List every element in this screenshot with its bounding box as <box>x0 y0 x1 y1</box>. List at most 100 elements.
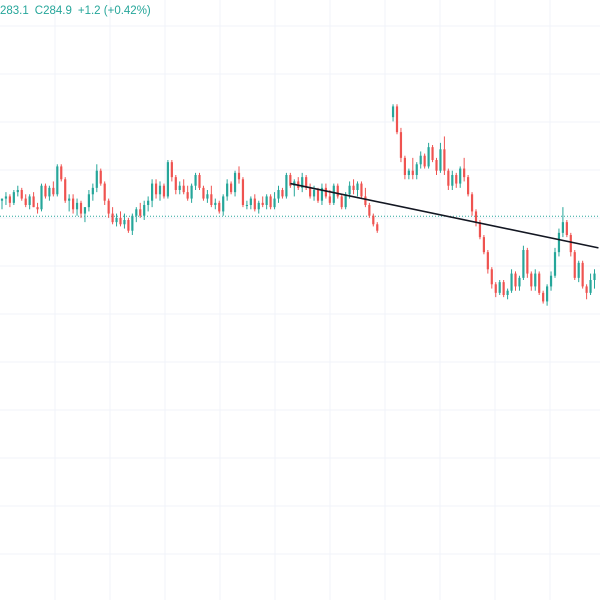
candle-body <box>143 205 146 216</box>
candle-body <box>431 147 434 160</box>
candle <box>459 166 462 188</box>
candle <box>589 273 592 295</box>
trendline[interactable] <box>290 182 599 249</box>
candle <box>391 104 395 122</box>
candle <box>194 172 197 190</box>
candle <box>158 181 162 201</box>
candle <box>83 207 87 223</box>
candle-body <box>245 205 248 206</box>
candle-body <box>549 275 553 287</box>
candle-body <box>569 235 572 253</box>
candle <box>297 177 300 190</box>
candle-body <box>546 286 549 302</box>
candle <box>166 160 169 199</box>
candle-body <box>178 185 181 190</box>
candle-body <box>249 198 252 205</box>
candle <box>214 198 217 210</box>
candle-body <box>158 185 162 195</box>
candle-body <box>305 177 308 188</box>
candle <box>79 200 83 218</box>
candle-body <box>534 273 537 287</box>
candle <box>12 190 15 205</box>
candle-body <box>24 198 27 205</box>
candle <box>573 250 576 280</box>
candle-body <box>526 250 529 274</box>
candle-body <box>79 202 83 214</box>
candle <box>91 183 94 201</box>
candle-body <box>202 187 205 199</box>
candle <box>498 280 501 295</box>
candles <box>0 104 596 306</box>
candle-body <box>52 187 55 195</box>
candle-body <box>36 207 39 210</box>
candle <box>581 260 584 289</box>
candle-body <box>538 273 541 293</box>
candle <box>593 269 596 289</box>
candle-body <box>439 149 442 171</box>
candle-body <box>20 190 23 199</box>
candle-body <box>107 200 110 214</box>
candle <box>364 187 367 208</box>
candle-body <box>301 177 304 188</box>
candle <box>143 200 146 220</box>
candle <box>443 136 446 175</box>
candle <box>226 179 229 201</box>
candle-body <box>12 192 15 203</box>
candle-body <box>530 273 533 287</box>
candle-body <box>494 284 497 293</box>
candle <box>447 168 450 190</box>
candle-body <box>72 198 75 210</box>
candle <box>40 183 43 212</box>
candle-body <box>427 147 430 167</box>
candle-body <box>273 198 276 208</box>
candle <box>131 213 134 235</box>
candle-body <box>364 196 367 205</box>
candle-body <box>151 183 154 201</box>
candle <box>340 194 343 210</box>
candle-body <box>162 185 166 197</box>
candle-body <box>230 183 233 193</box>
candle-body <box>581 262 584 287</box>
candle <box>451 170 454 190</box>
candle <box>502 280 505 298</box>
candle-body <box>147 200 150 205</box>
candle-body <box>368 205 371 216</box>
candle <box>467 175 470 197</box>
candle <box>111 207 114 225</box>
candle <box>218 200 221 214</box>
candle-body <box>182 185 185 193</box>
candle-body <box>218 202 221 212</box>
candle-body <box>585 286 588 293</box>
candle-body <box>557 232 561 253</box>
candle <box>186 185 189 201</box>
candle-body <box>226 183 229 197</box>
candle <box>506 288 509 300</box>
candle-body <box>486 252 489 270</box>
candle <box>332 183 335 205</box>
candle-body <box>403 157 406 175</box>
candle <box>245 200 248 210</box>
candle <box>538 271 541 295</box>
candle-body <box>348 185 351 195</box>
candle <box>123 213 126 229</box>
candle <box>249 196 252 210</box>
candle-body <box>127 220 130 231</box>
candle-body <box>4 196 8 199</box>
candle-body <box>419 155 422 165</box>
candle-body <box>332 185 335 203</box>
candle <box>463 157 466 182</box>
candle <box>206 190 209 203</box>
candle <box>273 192 276 210</box>
candle-body <box>265 196 268 205</box>
candle <box>514 271 517 291</box>
drawings[interactable] <box>290 182 599 249</box>
candle-body <box>32 196 35 208</box>
candle-body <box>28 196 31 205</box>
candle <box>372 213 375 227</box>
candle-body <box>320 187 324 201</box>
candle <box>549 271 553 291</box>
candle <box>565 220 568 238</box>
